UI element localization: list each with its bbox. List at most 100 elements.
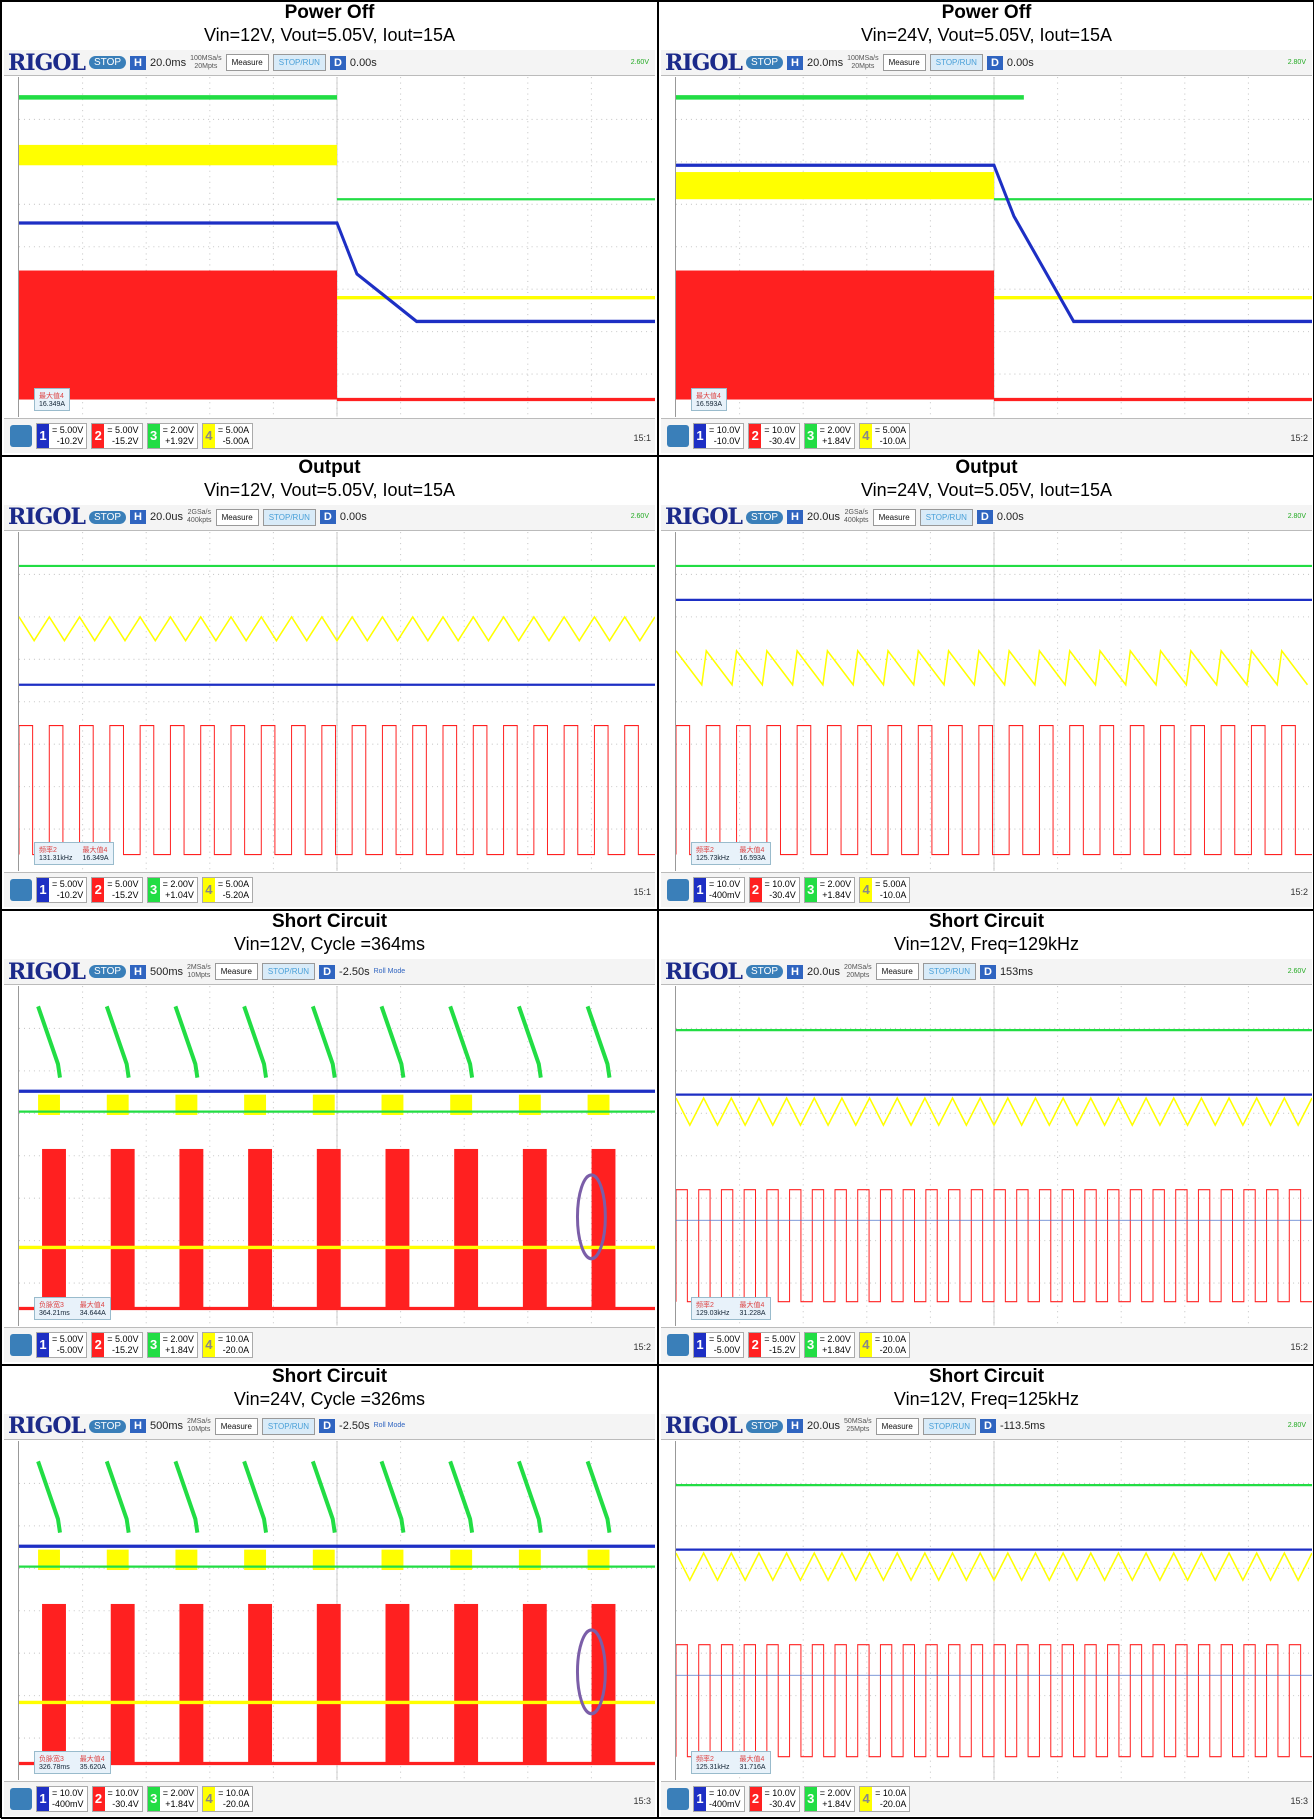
channel-2-button[interactable]: 2= 5.00V-15.2V [91, 423, 142, 449]
horizontal-scale[interactable]: 20.0us [150, 511, 183, 523]
run-state-badge[interactable]: STOP [746, 511, 783, 524]
delay-value[interactable]: -2.50s [339, 1420, 370, 1432]
delay-value[interactable]: -2.50s [339, 966, 370, 978]
measure-button[interactable]: Measure [215, 963, 258, 980]
channel-4-button[interactable]: 4= 5.00A-5.20A [202, 877, 253, 903]
horizontal-scale[interactable]: 20.0us [807, 966, 840, 978]
channel-4-button[interactable]: 4= 5.00A-10.0A [859, 423, 910, 449]
channel-3-button[interactable]: 3= 2.00V+1.84V [804, 1332, 855, 1358]
channel-4-button[interactable]: 4= 10.0A-20.0A [202, 1786, 253, 1812]
channel-1-button[interactable]: 1= 10.0V-400mV [693, 877, 745, 903]
measure-button[interactable]: Measure [883, 54, 926, 71]
delay-label[interactable]: D [320, 510, 336, 524]
home-icon[interactable] [667, 1788, 689, 1810]
run-state-badge[interactable]: STOP [746, 1420, 783, 1433]
channel-3-button[interactable]: 3= 2.00V+1.84V [804, 423, 855, 449]
delay-label[interactable]: D [980, 965, 996, 979]
channel-4-button[interactable]: 4= 10.0A-20.0A [859, 1332, 910, 1358]
horizontal-label[interactable]: H [130, 56, 146, 70]
measure-button[interactable]: Measure [876, 963, 919, 980]
home-icon[interactable] [10, 1788, 32, 1810]
stop-run-button[interactable]: STOP/RUN [923, 963, 976, 980]
channel-4-button[interactable]: 4= 10.0A-20.0A [202, 1332, 253, 1358]
channel-2-button[interactable]: 2= 5.00V-15.2V [91, 877, 142, 903]
channel-3-button[interactable]: 3= 2.00V+1.92V [147, 423, 198, 449]
channel-2-button[interactable]: 2= 10.0V-30.4V [749, 1786, 800, 1812]
stop-run-button[interactable]: STOP/RUN [263, 509, 316, 526]
trigger-level[interactable]: 2.80V [1288, 513, 1306, 521]
stop-run-button[interactable]: STOP/RUN [930, 54, 983, 71]
channel-4-button[interactable]: 4= 5.00A-5.00A [202, 423, 253, 449]
stop-run-button[interactable]: STOP/RUN [923, 1418, 976, 1435]
channel-2-button[interactable]: 2= 10.0V-30.4V [749, 877, 800, 903]
measure-button[interactable]: Measure [226, 54, 269, 71]
channel-4-button[interactable]: 4= 10.0A-20.0A [859, 1786, 910, 1812]
run-state-badge[interactable]: STOP [746, 965, 783, 978]
channel-1-button[interactable]: 1= 5.00V-5.00V [693, 1332, 744, 1358]
horizontal-label[interactable]: H [787, 1419, 803, 1433]
channel-1-button[interactable]: 1= 5.00V-10.2V [36, 877, 87, 903]
stop-run-button[interactable]: STOP/RUN [262, 1418, 315, 1435]
delay-label[interactable]: D [980, 1419, 996, 1433]
run-state-badge[interactable]: STOP [89, 56, 126, 69]
delay-value[interactable]: -113.5ms [1000, 1420, 1045, 1432]
delay-label[interactable]: D [987, 56, 1003, 70]
trigger-level[interactable]: 2.60V [631, 59, 649, 67]
delay-value[interactable]: 153ms [1000, 966, 1033, 978]
trigger-level[interactable]: 2.80V [1288, 1422, 1306, 1430]
delay-label[interactable]: D [319, 1419, 335, 1433]
delay-label[interactable]: D [977, 510, 993, 524]
horizontal-scale[interactable]: 500ms [150, 966, 183, 978]
horizontal-label[interactable]: H [130, 510, 146, 524]
horizontal-scale[interactable]: 20.0ms [807, 57, 843, 69]
home-icon[interactable] [667, 879, 689, 901]
channel-4-button[interactable]: 4= 5.00A-10.0A [859, 877, 910, 903]
horizontal-scale[interactable]: 20.0us [807, 511, 840, 523]
waveform-plot[interactable] [18, 1441, 655, 1781]
run-state-badge[interactable]: STOP [89, 965, 126, 978]
delay-label[interactable]: D [330, 56, 346, 70]
horizontal-label[interactable]: H [130, 965, 146, 979]
delay-label[interactable]: D [319, 965, 335, 979]
measure-button[interactable]: Measure [873, 509, 916, 526]
delay-value[interactable]: 0.00s [1007, 57, 1034, 69]
waveform-plot[interactable] [18, 986, 655, 1326]
channel-2-button[interactable]: 2= 5.00V-15.2V [748, 1332, 799, 1358]
waveform-plot[interactable] [18, 532, 655, 872]
stop-run-button[interactable]: STOP/RUN [920, 509, 973, 526]
home-icon[interactable] [10, 1334, 32, 1356]
channel-2-button[interactable]: 2= 5.00V-15.2V [91, 1332, 142, 1358]
horizontal-scale[interactable]: 20.0ms [150, 57, 186, 69]
channel-2-button[interactable]: 2= 10.0V-30.4V [92, 1786, 143, 1812]
delay-value[interactable]: 0.00s [997, 511, 1024, 523]
channel-2-button[interactable]: 2= 10.0V-30.4V [748, 423, 799, 449]
horizontal-label[interactable]: H [787, 56, 803, 70]
horizontal-scale[interactable]: 20.0us [807, 1420, 840, 1432]
horizontal-label[interactable]: H [787, 965, 803, 979]
channel-1-button[interactable]: 1= 10.0V-400mV [36, 1786, 88, 1812]
delay-value[interactable]: 0.00s [340, 511, 367, 523]
channel-3-button[interactable]: 3= 2.00V+1.84V [804, 877, 855, 903]
run-state-badge[interactable]: STOP [746, 56, 783, 69]
channel-1-button[interactable]: 1= 10.0V-10.0V [693, 423, 744, 449]
measure-button[interactable]: Measure [876, 1418, 919, 1435]
stop-run-button[interactable]: STOP/RUN [262, 963, 315, 980]
channel-1-button[interactable]: 1= 5.00V-10.2V [36, 423, 87, 449]
measure-button[interactable]: Measure [216, 509, 259, 526]
channel-3-button[interactable]: 3= 2.00V+1.04V [147, 877, 198, 903]
waveform-plot[interactable] [675, 986, 1312, 1326]
home-icon[interactable] [10, 879, 32, 901]
channel-3-button[interactable]: 3= 2.00V+1.84V [147, 1786, 198, 1812]
measure-button[interactable]: Measure [215, 1418, 258, 1435]
delay-value[interactable]: 0.00s [350, 57, 377, 69]
home-icon[interactable] [667, 425, 689, 447]
trigger-level[interactable]: 2.60V [1288, 968, 1306, 976]
home-icon[interactable] [10, 425, 32, 447]
stop-run-button[interactable]: STOP/RUN [273, 54, 326, 71]
home-icon[interactable] [667, 1334, 689, 1356]
horizontal-label[interactable]: H [787, 510, 803, 524]
horizontal-label[interactable]: H [130, 1419, 146, 1433]
waveform-plot[interactable] [675, 1441, 1312, 1781]
waveform-plot[interactable] [18, 77, 655, 417]
channel-1-button[interactable]: 1= 5.00V-5.00V [36, 1332, 87, 1358]
